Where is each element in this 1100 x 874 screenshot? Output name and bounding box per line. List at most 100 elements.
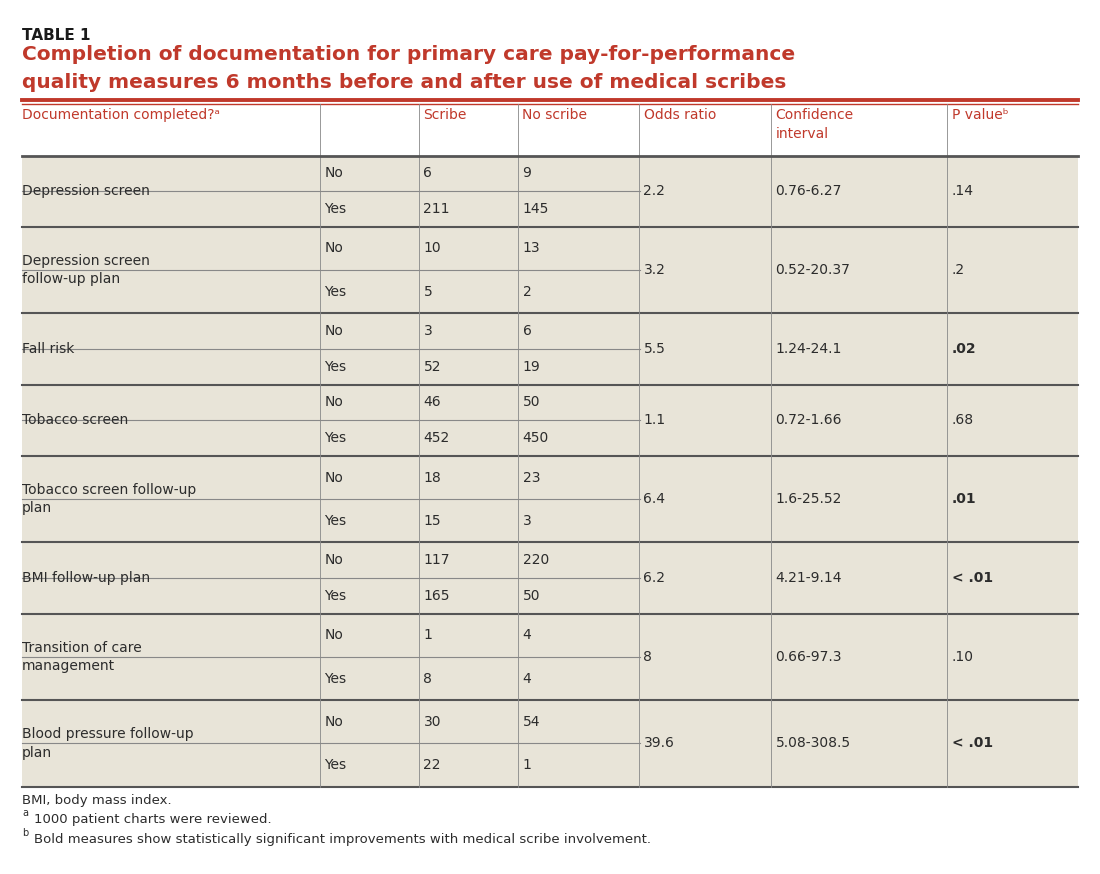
Text: 1: 1 (522, 758, 531, 772)
Text: No: No (324, 241, 343, 255)
Text: 13: 13 (522, 241, 540, 255)
Bar (22, 104, 1078, 156)
Text: .02: .02 (952, 342, 976, 356)
Text: 6: 6 (424, 166, 432, 180)
Text: 6.4: 6.4 (644, 492, 666, 506)
Text: < .01: < .01 (952, 571, 992, 585)
Text: 52: 52 (424, 360, 441, 374)
Text: b: b (22, 828, 29, 837)
Text: Yes: Yes (324, 758, 346, 772)
Bar (22, 227, 1078, 314)
Text: 22: 22 (424, 758, 441, 772)
Text: 10: 10 (424, 241, 441, 255)
Bar (22, 385, 1078, 456)
Text: 0.66-97.3: 0.66-97.3 (776, 650, 842, 664)
Text: 15: 15 (424, 514, 441, 528)
Text: 1000 patient charts were reviewed.: 1000 patient charts were reviewed. (34, 813, 272, 826)
Text: 1.1: 1.1 (644, 413, 666, 427)
Text: Blood pressure follow-up
plan: Blood pressure follow-up plan (22, 727, 194, 760)
Text: 0.72-1.66: 0.72-1.66 (776, 413, 842, 427)
Text: 3: 3 (522, 514, 531, 528)
Text: 54: 54 (522, 715, 540, 729)
Text: Confidence
interval: Confidence interval (776, 108, 854, 141)
Text: Yes: Yes (324, 202, 346, 216)
Text: 5: 5 (424, 285, 432, 299)
Text: 5.08-308.5: 5.08-308.5 (776, 737, 850, 751)
Text: 6.2: 6.2 (644, 571, 666, 585)
Text: P valueᵇ: P valueᵇ (952, 108, 1008, 122)
Text: 211: 211 (424, 202, 450, 216)
Text: Scribe: Scribe (424, 108, 466, 122)
Text: Depression screen
follow-up plan: Depression screen follow-up plan (22, 254, 150, 287)
Text: BMI follow-up plan: BMI follow-up plan (22, 571, 150, 585)
Text: 117: 117 (424, 553, 450, 567)
Text: No: No (324, 628, 343, 642)
Text: 50: 50 (522, 589, 540, 603)
Text: Yes: Yes (324, 514, 346, 528)
Text: Completion of documentation for primary care pay-for-performance: Completion of documentation for primary … (22, 45, 795, 65)
Text: 165: 165 (424, 589, 450, 603)
Text: 39.6: 39.6 (644, 737, 674, 751)
Text: 145: 145 (522, 202, 549, 216)
Text: Yes: Yes (324, 285, 346, 299)
Text: Fall risk: Fall risk (22, 342, 75, 356)
Text: No: No (324, 715, 343, 729)
Text: .01: .01 (952, 492, 976, 506)
Text: 2.2: 2.2 (644, 184, 666, 198)
Text: 1: 1 (424, 628, 432, 642)
Text: 9: 9 (522, 166, 531, 180)
Text: TABLE 1: TABLE 1 (22, 28, 90, 43)
Text: .68: .68 (952, 413, 974, 427)
Text: 23: 23 (522, 470, 540, 484)
Text: 0.52-20.37: 0.52-20.37 (776, 263, 850, 277)
Text: 5.5: 5.5 (644, 342, 666, 356)
Text: 220: 220 (522, 553, 549, 567)
Text: 3.2: 3.2 (644, 263, 666, 277)
Text: No scribe: No scribe (522, 108, 587, 122)
Text: Tobacco screen follow-up
plan: Tobacco screen follow-up plan (22, 483, 196, 516)
Text: 2: 2 (522, 285, 531, 299)
Text: No: No (324, 324, 343, 338)
Text: 19: 19 (522, 360, 540, 374)
Text: 4: 4 (522, 628, 531, 642)
Text: No: No (324, 395, 343, 410)
Text: BMI, body mass index.: BMI, body mass index. (22, 794, 172, 807)
Text: 4: 4 (522, 671, 531, 685)
Text: 3: 3 (424, 324, 432, 338)
Text: 1.24-24.1: 1.24-24.1 (776, 342, 842, 356)
Text: 452: 452 (424, 431, 450, 445)
Bar (22, 700, 1078, 787)
Text: No: No (324, 166, 343, 180)
Text: Yes: Yes (324, 360, 346, 374)
Text: Yes: Yes (324, 671, 346, 685)
Text: Yes: Yes (324, 589, 346, 603)
Text: 4.21-9.14: 4.21-9.14 (776, 571, 842, 585)
Text: Yes: Yes (324, 431, 346, 445)
Bar (22, 614, 1078, 700)
Bar (22, 456, 1078, 543)
Text: Depression screen: Depression screen (22, 184, 150, 198)
Text: < .01: < .01 (952, 737, 992, 751)
Text: 450: 450 (522, 431, 549, 445)
Text: 50: 50 (522, 395, 540, 410)
Text: Odds ratio: Odds ratio (644, 108, 716, 122)
Text: 6: 6 (522, 324, 531, 338)
Text: .14: .14 (952, 184, 974, 198)
Text: 30: 30 (424, 715, 441, 729)
Text: Tobacco screen: Tobacco screen (22, 413, 129, 427)
Text: 8: 8 (644, 650, 652, 664)
Text: .2: .2 (952, 263, 965, 277)
Text: No: No (324, 553, 343, 567)
Bar (22, 314, 1078, 385)
Text: 1.6-25.52: 1.6-25.52 (776, 492, 842, 506)
Text: quality measures 6 months before and after use of medical scribes: quality measures 6 months before and aft… (22, 73, 786, 93)
Bar (22, 543, 1078, 614)
Text: 8: 8 (424, 671, 432, 685)
Text: a: a (22, 808, 28, 817)
Text: Documentation completed?ᵃ: Documentation completed?ᵃ (22, 108, 220, 122)
Text: 46: 46 (424, 395, 441, 410)
Text: 0.76-6.27: 0.76-6.27 (776, 184, 842, 198)
Text: No: No (324, 470, 343, 484)
Text: .10: .10 (952, 650, 974, 664)
Text: 18: 18 (424, 470, 441, 484)
